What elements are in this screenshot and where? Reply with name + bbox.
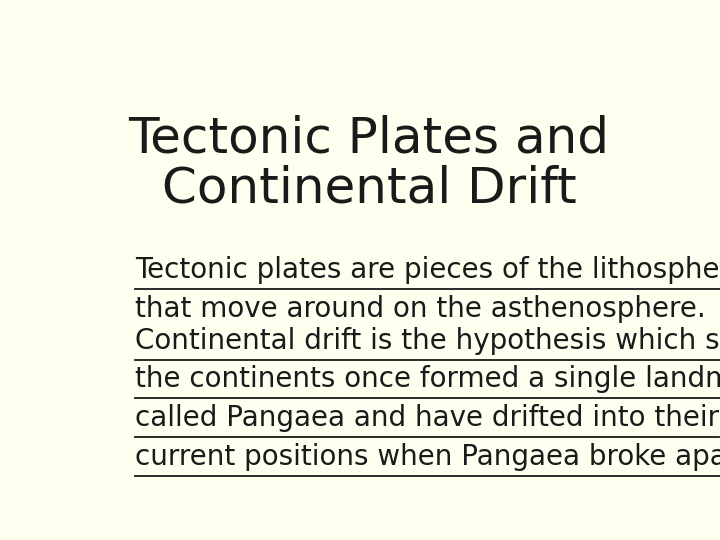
Text: Continental drift is the hypothesis which states: Continental drift is the hypothesis whic…	[135, 327, 720, 355]
Text: called Pangaea and have drifted into their: called Pangaea and have drifted into the…	[135, 404, 719, 432]
Text: that move around on the asthenosphere.: that move around on the asthenosphere.	[135, 295, 706, 323]
Text: Continental Drift: Continental Drift	[161, 165, 577, 213]
Text: current positions when Pangaea broke apart.: current positions when Pangaea broke apa…	[135, 443, 720, 471]
Text: Tectonic plates are pieces of the lithosphere: Tectonic plates are pieces of the lithos…	[135, 256, 720, 284]
Text: the continents once formed a single landmass: the continents once formed a single land…	[135, 366, 720, 394]
Text: Tectonic Plates and: Tectonic Plates and	[128, 114, 610, 163]
